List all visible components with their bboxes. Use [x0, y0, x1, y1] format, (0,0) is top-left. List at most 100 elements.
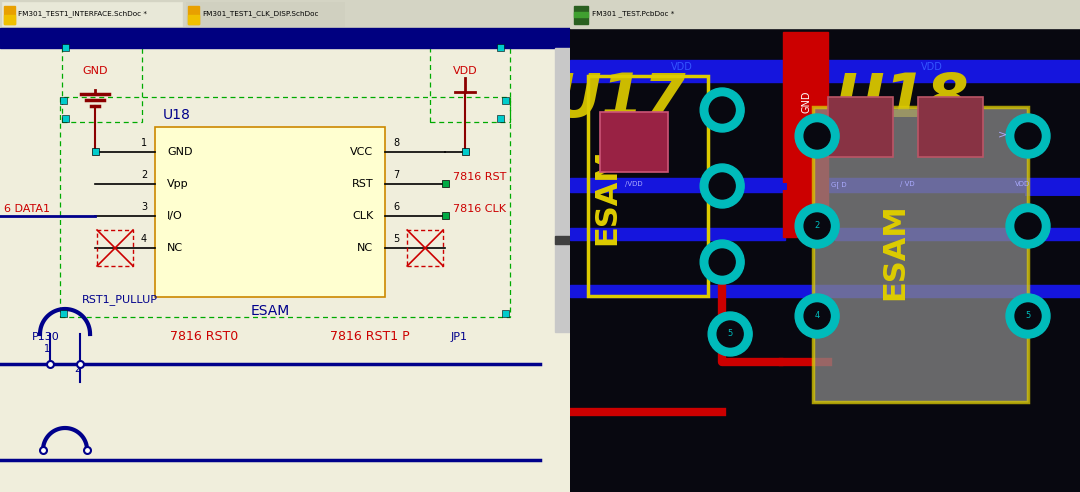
Bar	[62, 42, 143, 122]
Text: 6 DATA1: 6 DATA1	[4, 204, 50, 214]
Text: VDD: VDD	[672, 62, 693, 72]
Text: RST: RST	[351, 179, 374, 189]
Circle shape	[710, 173, 735, 199]
Text: 2: 2	[814, 221, 820, 230]
Text: /VDD: /VDD	[625, 181, 643, 187]
Text: GND: GND	[801, 91, 811, 113]
Text: VDD: VDD	[1015, 181, 1030, 187]
Text: JP1: JP1	[450, 332, 468, 342]
Text: 7816 CLK: 7816 CLK	[454, 204, 507, 214]
Bar	[92, 148, 99, 155]
Bar	[188, 6, 199, 24]
Circle shape	[1007, 204, 1050, 248]
Bar	[575, 6, 589, 24]
Text: 7816 RST: 7816 RST	[454, 172, 507, 182]
Text: ESAM: ESAM	[251, 304, 289, 318]
Circle shape	[805, 123, 831, 149]
Text: Vpp: Vpp	[167, 179, 189, 189]
Bar	[97, 230, 133, 266]
Circle shape	[700, 164, 744, 208]
Text: P130: P130	[32, 332, 59, 342]
Circle shape	[795, 294, 839, 338]
Text: ESAM: ESAM	[592, 149, 621, 246]
Bar	[570, 178, 1080, 192]
Text: 4: 4	[140, 234, 147, 244]
Text: FM301 _TEST.PcbDoc *: FM301 _TEST.PcbDoc *	[592, 11, 675, 17]
Circle shape	[805, 213, 831, 239]
Text: 1: 1	[140, 138, 147, 148]
Bar	[570, 0, 1080, 28]
Bar	[4, 15, 15, 24]
Text: 2: 2	[75, 364, 80, 374]
Bar	[156, 127, 386, 297]
Text: 1: 1	[44, 344, 50, 354]
Text: CLK: CLK	[352, 211, 374, 221]
Circle shape	[700, 88, 744, 132]
Text: 2: 2	[140, 170, 147, 180]
Bar	[600, 112, 669, 172]
Bar	[60, 97, 510, 317]
Text: NC: NC	[167, 243, 184, 253]
Bar	[570, 60, 1080, 82]
Text: VDD: VDD	[921, 62, 943, 72]
Circle shape	[1007, 294, 1050, 338]
Circle shape	[710, 97, 735, 123]
Text: 7: 7	[393, 170, 400, 180]
Bar	[186, 2, 345, 26]
Text: 5: 5	[728, 330, 733, 338]
Text: U18: U18	[835, 71, 970, 130]
Bar	[835, 228, 1080, 240]
Bar	[62, 44, 69, 51]
Circle shape	[1015, 303, 1041, 329]
Bar	[497, 115, 504, 122]
Circle shape	[1015, 213, 1041, 239]
Bar	[589, 76, 708, 296]
Circle shape	[795, 204, 839, 248]
Text: VCC: VCC	[350, 147, 374, 157]
Text: U18: U18	[163, 108, 191, 122]
Bar	[555, 48, 570, 332]
Bar	[60, 310, 67, 317]
Text: I/O: I/O	[167, 211, 183, 221]
Bar	[813, 107, 1028, 402]
Text: 8: 8	[393, 138, 400, 148]
Bar	[502, 97, 509, 104]
Bar	[442, 180, 449, 187]
Text: 5: 5	[393, 234, 400, 244]
Text: 4: 4	[814, 311, 820, 320]
Circle shape	[805, 303, 831, 329]
Text: 6: 6	[393, 202, 400, 212]
Text: GND: GND	[167, 147, 192, 157]
Text: / VD: / VD	[900, 181, 915, 187]
Text: RST1_PULLUP: RST1_PULLUP	[82, 294, 158, 305]
Circle shape	[700, 240, 744, 284]
Circle shape	[717, 321, 743, 347]
Bar	[407, 230, 443, 266]
Bar	[575, 12, 589, 17]
Bar	[462, 148, 469, 155]
Circle shape	[1015, 123, 1041, 149]
Text: FM301_TEST1_CLK_DISP.SchDoc: FM301_TEST1_CLK_DISP.SchDoc	[202, 11, 319, 17]
Circle shape	[795, 114, 839, 158]
Bar	[62, 115, 69, 122]
Bar	[188, 15, 199, 24]
Text: NC: NC	[357, 243, 374, 253]
Bar	[60, 97, 67, 104]
Bar	[2, 2, 183, 26]
Text: FM301_TEST1_INTERFACE.SchDoc *: FM301_TEST1_INTERFACE.SchDoc *	[18, 11, 147, 17]
Bar	[555, 236, 570, 244]
Text: 7816 RST1 P: 7816 RST1 P	[330, 330, 409, 343]
Text: GND: GND	[82, 66, 108, 76]
Bar	[570, 228, 785, 240]
Text: VDD: VDD	[453, 66, 477, 76]
Bar	[918, 97, 983, 157]
Circle shape	[708, 312, 752, 356]
Circle shape	[710, 249, 735, 275]
Bar	[4, 6, 15, 24]
Bar	[570, 285, 1080, 297]
Text: >: >	[998, 129, 1008, 139]
Bar	[0, 0, 570, 28]
Text: 3: 3	[140, 202, 147, 212]
Bar	[442, 212, 449, 219]
Text: U17: U17	[552, 71, 687, 130]
